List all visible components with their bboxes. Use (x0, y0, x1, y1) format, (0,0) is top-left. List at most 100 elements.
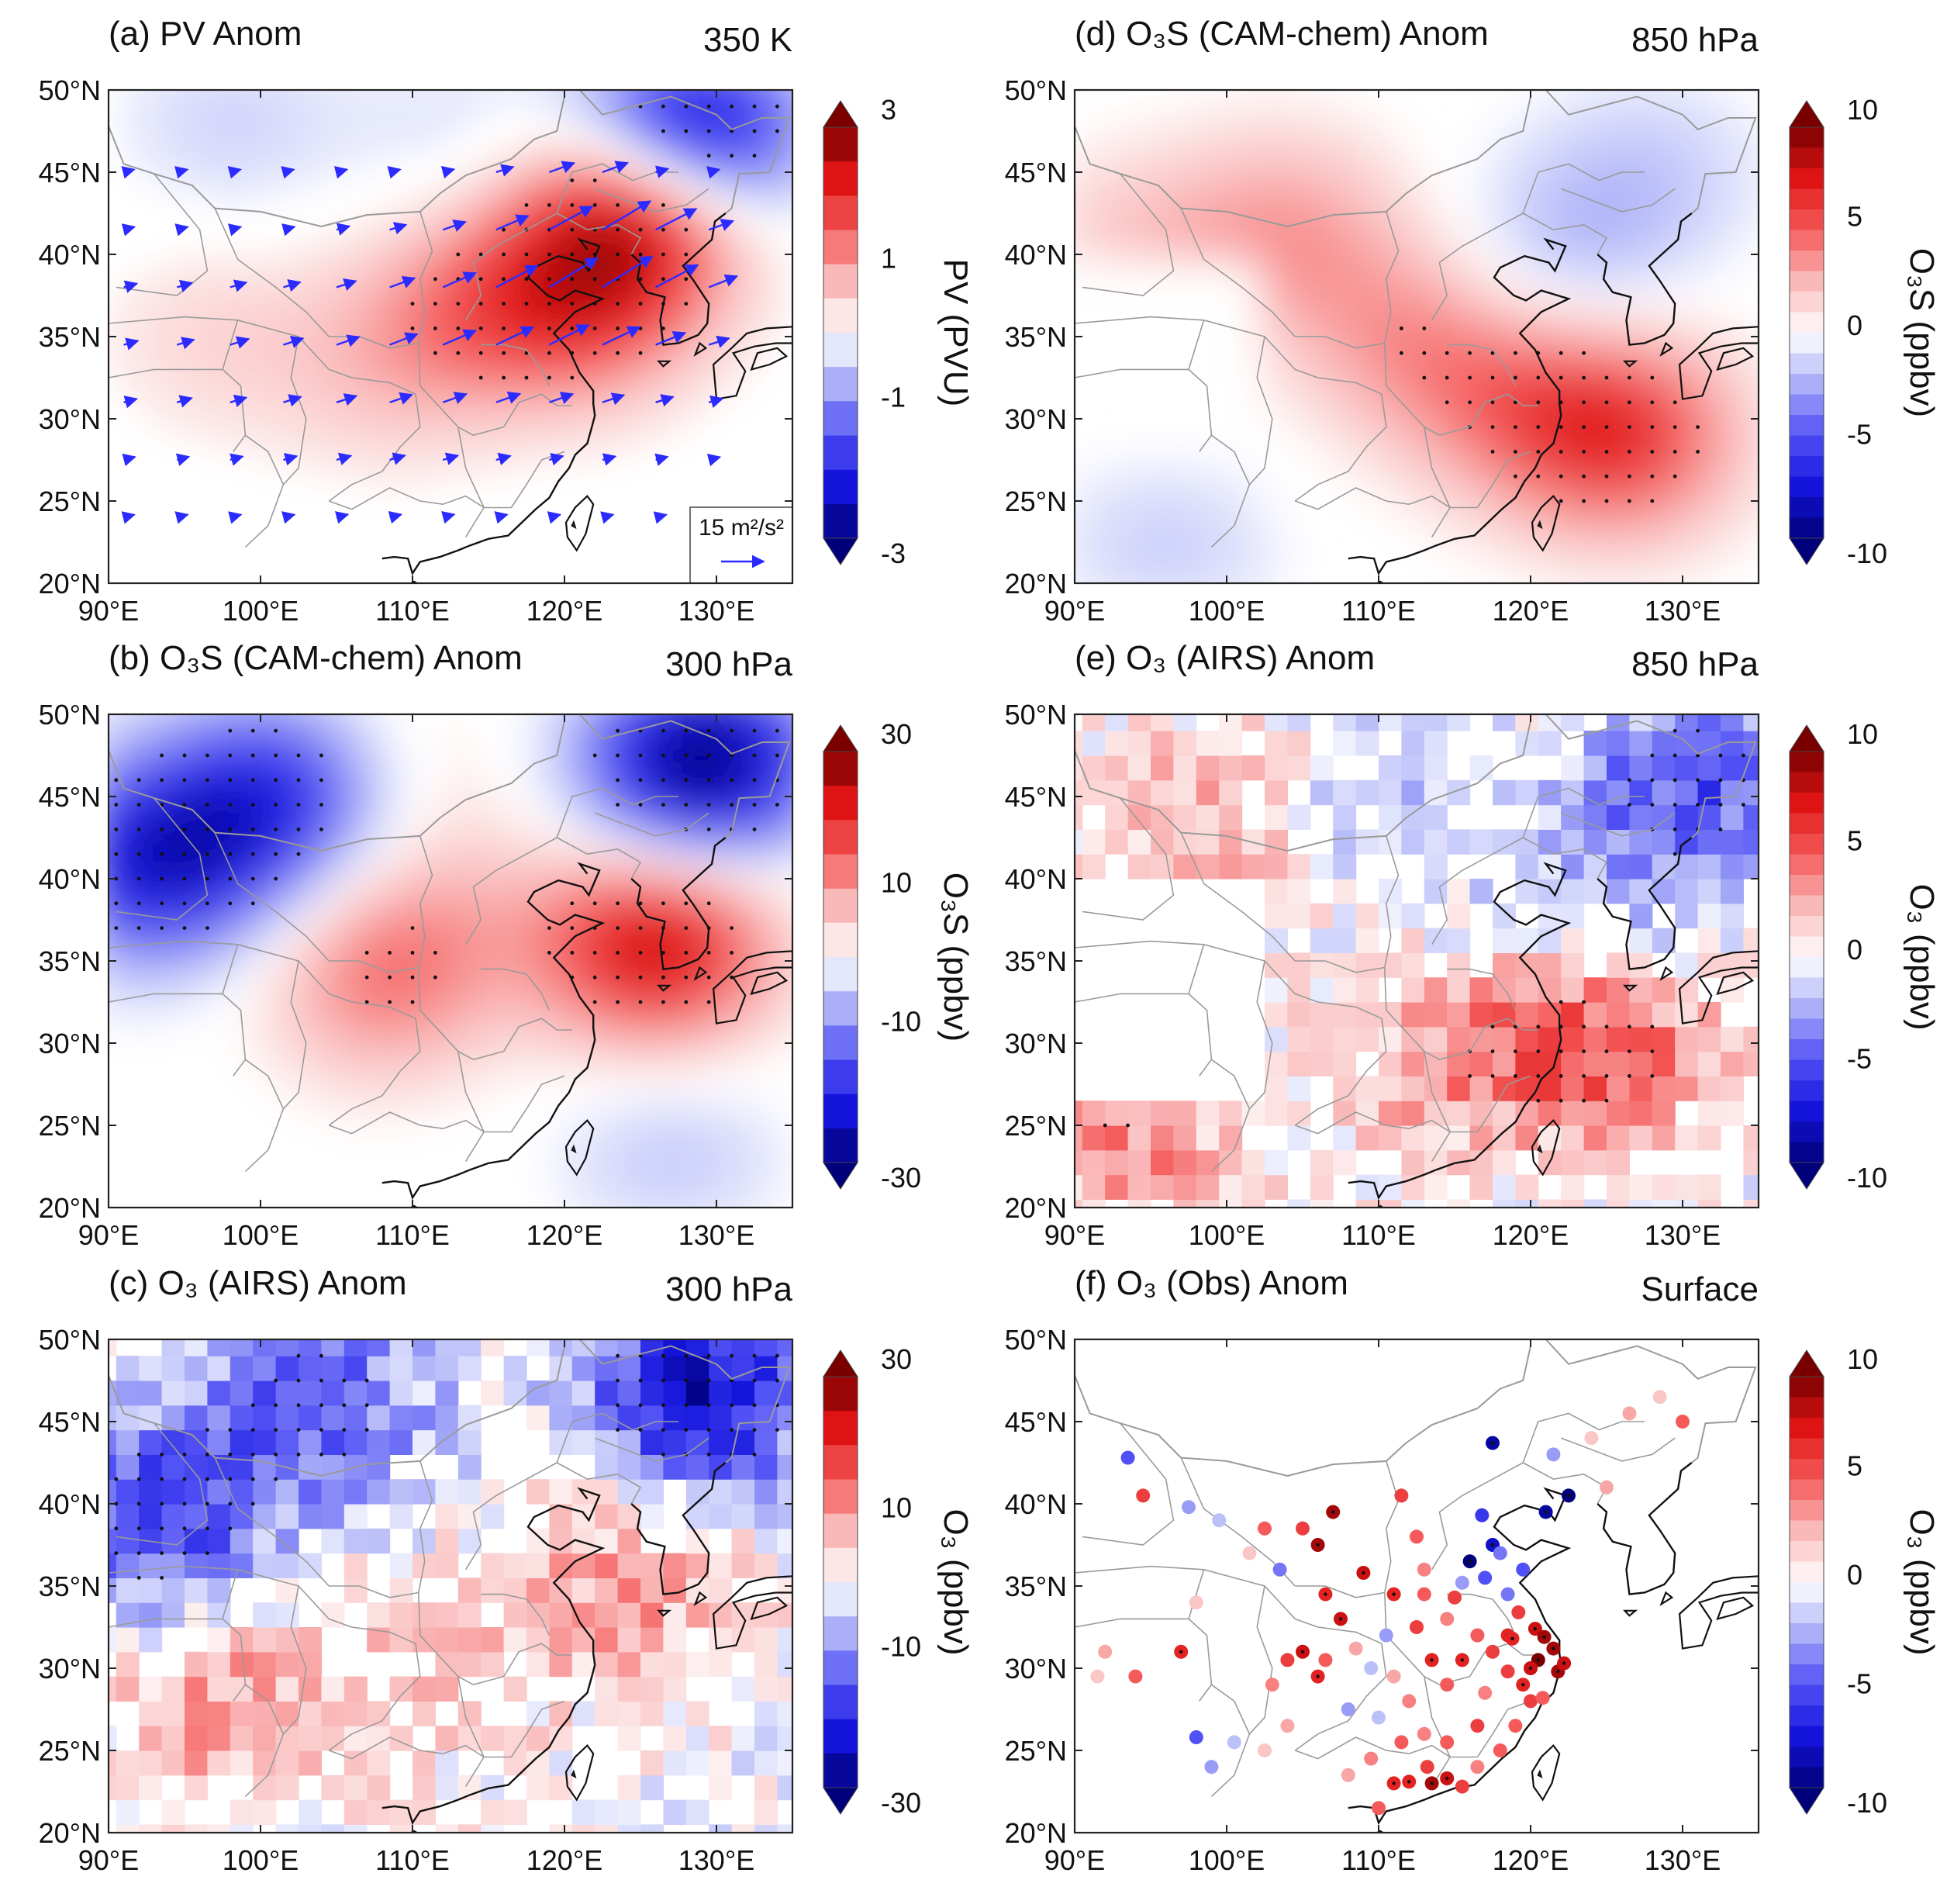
field-cell (675, 106, 687, 119)
field-cell (754, 1774, 778, 1801)
field-cell (777, 291, 789, 305)
field-cell (1075, 476, 1083, 489)
field-cell (321, 731, 333, 744)
field-cell (275, 378, 288, 391)
field-cell (378, 378, 391, 391)
field-cell (457, 278, 471, 292)
field-cell (697, 119, 709, 132)
field-cell (789, 143, 792, 157)
field-cell (287, 266, 299, 280)
field-cell (663, 143, 675, 157)
field-cell (595, 278, 607, 292)
significance-dot (616, 975, 620, 980)
field-cell (116, 854, 129, 867)
field-cell (207, 414, 219, 428)
field-cell (276, 694, 288, 707)
field-cell (754, 1125, 767, 1139)
field-cell (731, 254, 744, 268)
field-cell (697, 131, 709, 144)
field-cell (241, 254, 254, 268)
field-cell (423, 1026, 436, 1040)
significance-dot (433, 351, 437, 355)
field-cell (367, 928, 379, 942)
field-cell (241, 353, 254, 366)
field-cell (549, 718, 561, 731)
significance-dot (616, 1000, 620, 1004)
field-cell (685, 879, 699, 892)
field-cell (321, 365, 333, 378)
field-cell (663, 1113, 675, 1126)
field-cell (413, 402, 425, 416)
field-cell (549, 731, 561, 744)
field-cell (663, 414, 675, 428)
field-cell (367, 1405, 391, 1431)
significance-dot (547, 327, 551, 330)
field-cell (503, 378, 516, 391)
field-cell (777, 1627, 792, 1653)
field-cell (789, 731, 792, 744)
field-cell (109, 1380, 117, 1406)
significance-dot (456, 302, 461, 306)
field-cell (640, 1429, 664, 1455)
field-cell (685, 804, 699, 818)
field-cell (207, 70, 219, 83)
field-cell (127, 94, 140, 107)
field-cell (423, 990, 436, 1003)
field-cell (116, 1454, 140, 1480)
field-cell (127, 854, 140, 867)
field-cell (606, 180, 619, 194)
field-cell (697, 365, 709, 378)
field-cell (617, 303, 630, 317)
field-cell (663, 714, 675, 719)
field-cell (321, 1063, 333, 1076)
field-cell (629, 940, 641, 953)
field-cell (401, 1063, 413, 1076)
field-cell (561, 1063, 573, 1076)
field-cell (549, 1479, 573, 1505)
field-cell (515, 155, 527, 169)
panel-title: (c) O₃ (AIRS) Anom (109, 1264, 407, 1302)
field-cell (789, 977, 792, 990)
field-cell (1105, 562, 1117, 575)
field-cell (185, 378, 197, 391)
significance-dot (205, 1526, 209, 1531)
field-cell (469, 427, 482, 441)
field-cell (355, 439, 368, 452)
field-cell (109, 903, 117, 917)
field-cell (367, 1307, 390, 1332)
field-cell (1075, 155, 1083, 169)
field-cell (571, 1799, 595, 1825)
field-cell (629, 1038, 641, 1052)
field-cell (640, 94, 653, 107)
field-cell (481, 414, 493, 428)
field-cell (1075, 550, 1083, 564)
wind-vector (336, 223, 351, 236)
field-cell (572, 694, 584, 707)
field-cell (731, 915, 744, 929)
field-cell (150, 731, 163, 744)
field-cell (595, 792, 607, 806)
field-cell (492, 94, 505, 107)
field-cell (195, 854, 208, 867)
field-cell (640, 180, 653, 194)
field-cell (299, 965, 311, 978)
field-cell (116, 866, 129, 879)
field-cell (503, 817, 516, 830)
field-cell (333, 779, 345, 793)
field-cell (457, 402, 471, 416)
field-cell (241, 303, 254, 317)
field-cell (378, 1101, 391, 1114)
boundaries (109, 1339, 792, 1833)
wind-vector (333, 166, 349, 179)
field-cell (777, 1528, 792, 1554)
field-cell (139, 879, 151, 892)
field-cell (435, 990, 447, 1003)
significance-dot (160, 753, 164, 758)
field-cell (629, 106, 641, 119)
field-cell (720, 94, 733, 107)
field-cell (195, 266, 208, 280)
field-cell (765, 90, 778, 95)
field-cell (731, 1824, 755, 1833)
field-cell (423, 829, 436, 842)
field-cell (697, 106, 709, 119)
